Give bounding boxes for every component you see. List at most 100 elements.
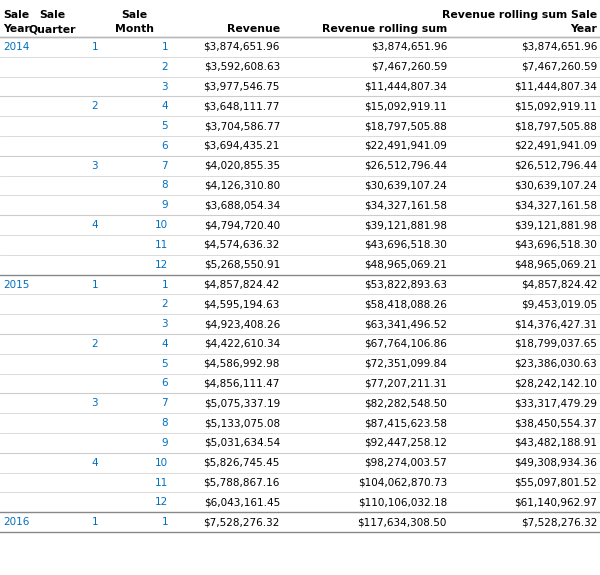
Text: $26,512,796.44: $26,512,796.44: [364, 160, 447, 171]
Text: $18,799,037.65: $18,799,037.65: [514, 339, 597, 349]
Text: $4,856,111.47: $4,856,111.47: [203, 378, 280, 389]
Text: 7: 7: [161, 160, 168, 171]
Text: $87,415,623.58: $87,415,623.58: [364, 418, 447, 428]
Text: Year: Year: [570, 24, 597, 34]
Text: Revenue: Revenue: [227, 24, 280, 34]
Text: 12: 12: [155, 497, 168, 507]
Text: Sale: Sale: [121, 10, 147, 20]
Text: $48,965,069.21: $48,965,069.21: [514, 260, 597, 270]
Text: 6: 6: [161, 141, 168, 151]
Text: 1: 1: [161, 279, 168, 289]
Text: $3,874,651.96: $3,874,651.96: [371, 42, 447, 52]
Text: 1: 1: [161, 517, 168, 527]
Text: $26,512,796.44: $26,512,796.44: [514, 160, 597, 171]
Text: $63,341,496.52: $63,341,496.52: [364, 319, 447, 329]
Text: $3,688,054.34: $3,688,054.34: [204, 200, 280, 210]
Text: $55,097,801.52: $55,097,801.52: [514, 477, 597, 488]
Text: $104,062,870.73: $104,062,870.73: [358, 477, 447, 488]
Text: 2: 2: [161, 62, 168, 72]
Text: $53,822,893.63: $53,822,893.63: [364, 279, 447, 289]
Text: $4,422,610.34: $4,422,610.34: [204, 339, 280, 349]
Text: $58,418,088.26: $58,418,088.26: [364, 300, 447, 309]
Text: $34,327,161.58: $34,327,161.58: [364, 200, 447, 210]
Text: 2: 2: [91, 339, 98, 349]
Text: $43,696,518.30: $43,696,518.30: [364, 240, 447, 250]
Text: 4: 4: [161, 101, 168, 112]
Text: $4,586,992.98: $4,586,992.98: [203, 359, 280, 369]
Text: $3,694,435.21: $3,694,435.21: [203, 141, 280, 151]
Text: $4,595,194.63: $4,595,194.63: [203, 300, 280, 309]
Text: Quarter: Quarter: [28, 24, 76, 34]
Text: $5,133,075.08: $5,133,075.08: [204, 418, 280, 428]
Text: $98,274,003.57: $98,274,003.57: [364, 458, 447, 467]
Text: $3,874,651.96: $3,874,651.96: [521, 42, 597, 52]
Text: $110,106,032.18: $110,106,032.18: [358, 497, 447, 507]
Text: 4: 4: [161, 339, 168, 349]
Text: 2: 2: [161, 300, 168, 309]
Text: $7,467,260.59: $7,467,260.59: [371, 62, 447, 72]
Text: $5,268,550.91: $5,268,550.91: [204, 260, 280, 270]
Text: $61,140,962.97: $61,140,962.97: [514, 497, 597, 507]
Text: $67,764,106.86: $67,764,106.86: [364, 339, 447, 349]
Text: $43,696,518.30: $43,696,518.30: [514, 240, 597, 250]
Text: $23,386,030.63: $23,386,030.63: [514, 359, 597, 369]
Text: $3,874,651.96: $3,874,651.96: [203, 42, 280, 52]
Text: $6,043,161.45: $6,043,161.45: [204, 497, 280, 507]
Text: $15,092,919.11: $15,092,919.11: [514, 101, 597, 112]
Text: Sale: Sale: [39, 10, 65, 20]
Text: $30,639,107.24: $30,639,107.24: [364, 181, 447, 190]
Text: 9: 9: [161, 200, 168, 210]
Text: $92,447,258.12: $92,447,258.12: [364, 438, 447, 448]
Text: $38,450,554.37: $38,450,554.37: [514, 418, 597, 428]
Text: 8: 8: [161, 181, 168, 190]
Text: $4,020,855.35: $4,020,855.35: [204, 160, 280, 171]
Text: $11,444,807.34: $11,444,807.34: [364, 82, 447, 91]
Text: $3,977,546.75: $3,977,546.75: [203, 82, 280, 91]
Text: 1: 1: [91, 279, 98, 289]
Text: $7,528,276.32: $7,528,276.32: [203, 517, 280, 527]
Text: $7,528,276.32: $7,528,276.32: [521, 517, 597, 527]
Text: $22,491,941.09: $22,491,941.09: [514, 141, 597, 151]
Text: 4: 4: [91, 458, 98, 467]
Text: 10: 10: [155, 220, 168, 230]
Text: $4,923,408.26: $4,923,408.26: [204, 319, 280, 329]
Text: Sale: Sale: [3, 10, 29, 20]
Text: $82,282,548.50: $82,282,548.50: [364, 398, 447, 408]
Text: 9: 9: [161, 438, 168, 448]
Text: $3,704,586.77: $3,704,586.77: [204, 121, 280, 131]
Text: 7: 7: [161, 398, 168, 408]
Text: $49,308,934.36: $49,308,934.36: [514, 458, 597, 467]
Text: 3: 3: [91, 160, 98, 171]
Text: $30,639,107.24: $30,639,107.24: [514, 181, 597, 190]
Text: 3: 3: [161, 319, 168, 329]
Text: 12: 12: [155, 260, 168, 270]
Text: $9,453,019.05: $9,453,019.05: [521, 300, 597, 309]
Text: $18,797,505.88: $18,797,505.88: [514, 121, 597, 131]
Text: 5: 5: [161, 121, 168, 131]
Text: $15,092,919.11: $15,092,919.11: [364, 101, 447, 112]
Text: $77,207,211.31: $77,207,211.31: [364, 378, 447, 389]
Text: 2: 2: [91, 101, 98, 112]
Text: $39,121,881.98: $39,121,881.98: [364, 220, 447, 230]
Text: $5,788,867.16: $5,788,867.16: [203, 477, 280, 488]
Text: 1: 1: [161, 42, 168, 52]
Text: 1: 1: [91, 42, 98, 52]
Text: 4: 4: [91, 220, 98, 230]
Text: Month: Month: [115, 24, 154, 34]
Text: $14,376,427.31: $14,376,427.31: [514, 319, 597, 329]
Text: 1: 1: [91, 517, 98, 527]
Text: 2014: 2014: [3, 42, 29, 52]
Text: $117,634,308.50: $117,634,308.50: [358, 517, 447, 527]
Text: Revenue rolling sum Sale: Revenue rolling sum Sale: [442, 10, 597, 20]
Text: $11,444,807.34: $11,444,807.34: [514, 82, 597, 91]
Text: $4,126,310.80: $4,126,310.80: [204, 181, 280, 190]
Text: 3: 3: [161, 82, 168, 91]
Text: $7,467,260.59: $7,467,260.59: [521, 62, 597, 72]
Text: $3,648,111.77: $3,648,111.77: [203, 101, 280, 112]
Text: Revenue rolling sum: Revenue rolling sum: [322, 24, 447, 34]
Text: $72,351,099.84: $72,351,099.84: [364, 359, 447, 369]
Text: $28,242,142.10: $28,242,142.10: [514, 378, 597, 389]
Text: Year: Year: [3, 24, 30, 34]
Text: $4,574,636.32: $4,574,636.32: [203, 240, 280, 250]
Text: $34,327,161.58: $34,327,161.58: [514, 200, 597, 210]
